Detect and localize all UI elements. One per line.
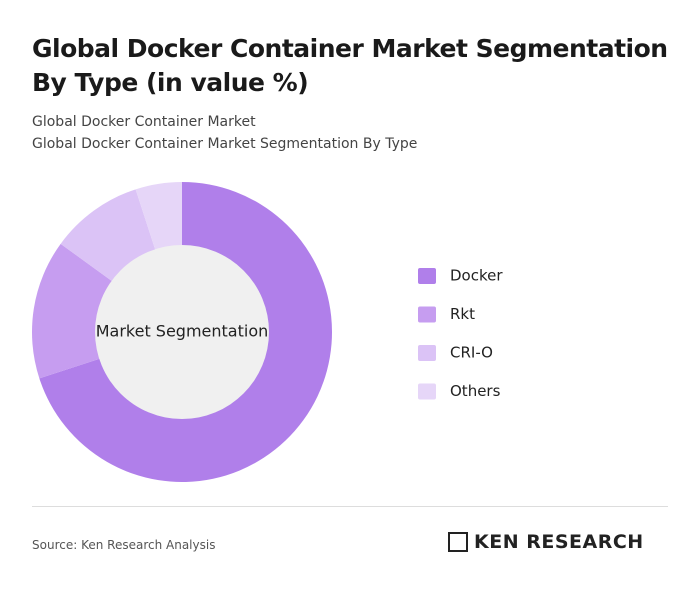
center-label: Market Segmentation (96, 322, 269, 341)
donut-hole (95, 245, 269, 419)
logo-text: KEN RESEARCH (474, 531, 644, 553)
chart-title: Global Docker Container Market Segmentat… (32, 34, 668, 97)
legend-label: Others (450, 382, 501, 400)
legend-label: CRI-O (450, 344, 493, 362)
legend-swatch (418, 268, 436, 284)
legend-label: Docker (450, 267, 503, 285)
divider (32, 506, 668, 507)
logo-icon (448, 532, 468, 552)
logo: KEN RESEARCH (448, 531, 644, 553)
subtitle: Global Docker Container Market (32, 114, 256, 130)
legend-swatch (418, 306, 436, 323)
subtitle: Global Docker Container Market Segmentat… (32, 136, 418, 152)
legend-swatch (418, 345, 436, 361)
source: Source: Ken Research Analysis (32, 538, 216, 552)
legend-label: Rkt (450, 305, 475, 323)
legend-swatch (418, 383, 436, 400)
